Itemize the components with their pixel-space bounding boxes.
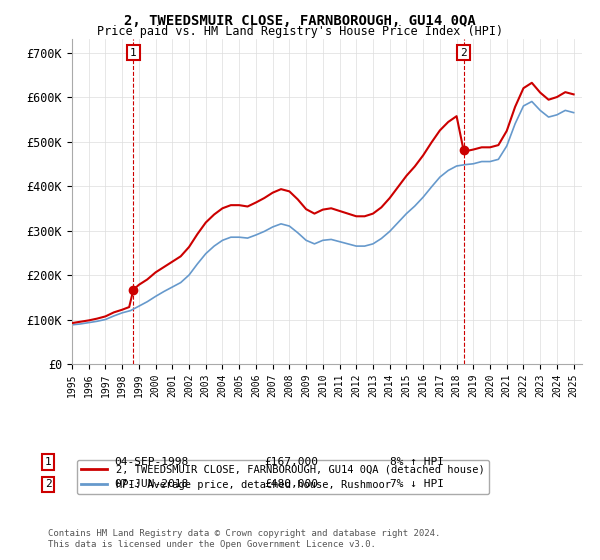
Text: Contains HM Land Registry data © Crown copyright and database right 2024.
This d: Contains HM Land Registry data © Crown c… [48, 529, 440, 549]
Text: 2: 2 [460, 48, 467, 58]
Text: 04-SEP-1998: 04-SEP-1998 [114, 457, 188, 467]
Text: 07-JUN-2018: 07-JUN-2018 [114, 479, 188, 489]
Text: 1: 1 [44, 457, 52, 467]
Text: £480,000: £480,000 [264, 479, 318, 489]
Text: 7% ↓ HPI: 7% ↓ HPI [390, 479, 444, 489]
Text: 8% ↑ HPI: 8% ↑ HPI [390, 457, 444, 467]
Text: £167,000: £167,000 [264, 457, 318, 467]
Legend: 2, TWEEDSMUIR CLOSE, FARNBOROUGH, GU14 0QA (detached house), HPI: Average price,: 2, TWEEDSMUIR CLOSE, FARNBOROUGH, GU14 0… [77, 460, 488, 494]
Text: 2: 2 [44, 479, 52, 489]
Text: Price paid vs. HM Land Registry's House Price Index (HPI): Price paid vs. HM Land Registry's House … [97, 25, 503, 38]
Text: 1: 1 [130, 48, 137, 58]
Text: 2, TWEEDSMUIR CLOSE, FARNBOROUGH, GU14 0QA: 2, TWEEDSMUIR CLOSE, FARNBOROUGH, GU14 0… [124, 14, 476, 28]
